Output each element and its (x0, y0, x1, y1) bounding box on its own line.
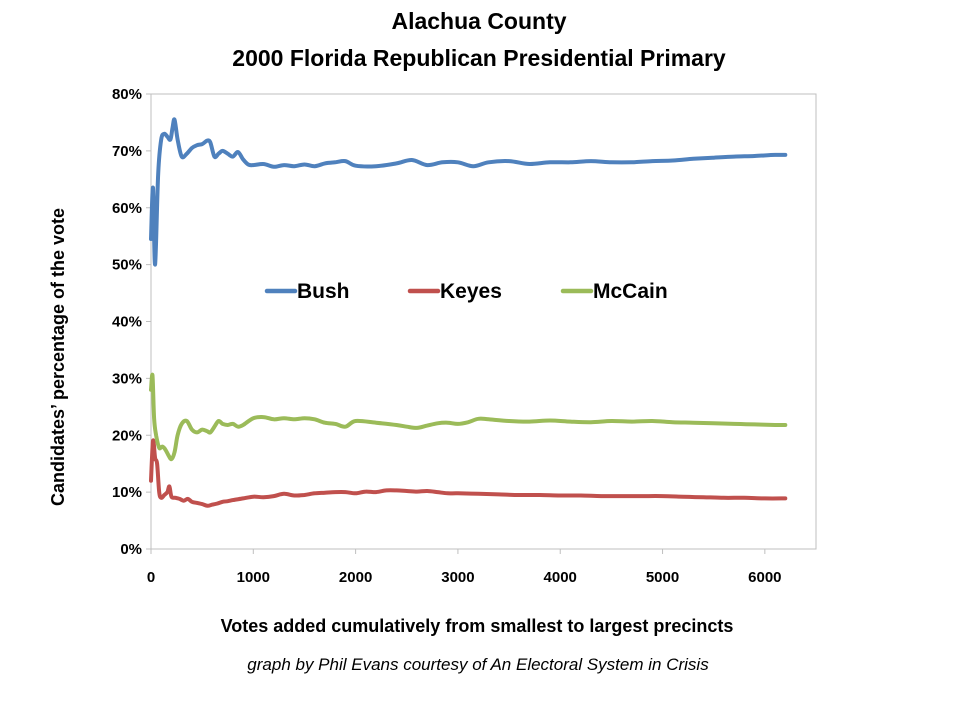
x-tick-label: 4000 (544, 569, 577, 586)
x-tick-label: 1000 (237, 569, 270, 586)
chart-title-line-2: 2000 Florida Republican Presidential Pri… (232, 45, 726, 71)
x-axis-label: Votes added cumulatively from smallest t… (221, 616, 734, 636)
series-line-keyes (149, 438, 788, 508)
legend-label-bush: Bush (297, 280, 350, 303)
x-tick-label: 3000 (441, 569, 474, 586)
x-tick-label: 2000 (339, 569, 372, 586)
x-tick-label: 0 (147, 569, 155, 586)
legend-label-keyes: Keyes (440, 280, 502, 303)
y-tick-label: 30% (112, 370, 142, 387)
y-axis-label: Candidates’ percentage of the vote (48, 208, 68, 506)
y-tick-label: 20% (112, 427, 142, 444)
credit-note: graph by Phil Evans courtesy of An Elect… (247, 655, 709, 674)
y-tick-label: 10% (112, 484, 142, 501)
series-line-mccain (149, 372, 788, 462)
y-tick-label: 50% (112, 257, 142, 274)
series-layer (149, 117, 788, 508)
series-line-bush (149, 117, 788, 267)
x-tick-label: 5000 (646, 569, 679, 586)
legend: Bush Keyes McCain (264, 280, 668, 303)
y-tick-label: 40% (112, 314, 142, 331)
chart-title-line-1: Alachua County (391, 8, 566, 34)
y-tick-label: 70% (112, 143, 142, 160)
y-tick-label: 80% (112, 86, 142, 103)
x-tick-label: 6000 (748, 569, 781, 586)
legend-label-mccain: McCain (593, 280, 668, 303)
y-axis: 0% 10% 20% 30% 40% 50% 60% 70% 80% (112, 86, 151, 558)
y-tick-label: 0% (120, 541, 142, 558)
y-tick-label: 60% (112, 200, 142, 217)
x-axis: 0 1000 2000 3000 4000 5000 6000 (147, 549, 782, 586)
